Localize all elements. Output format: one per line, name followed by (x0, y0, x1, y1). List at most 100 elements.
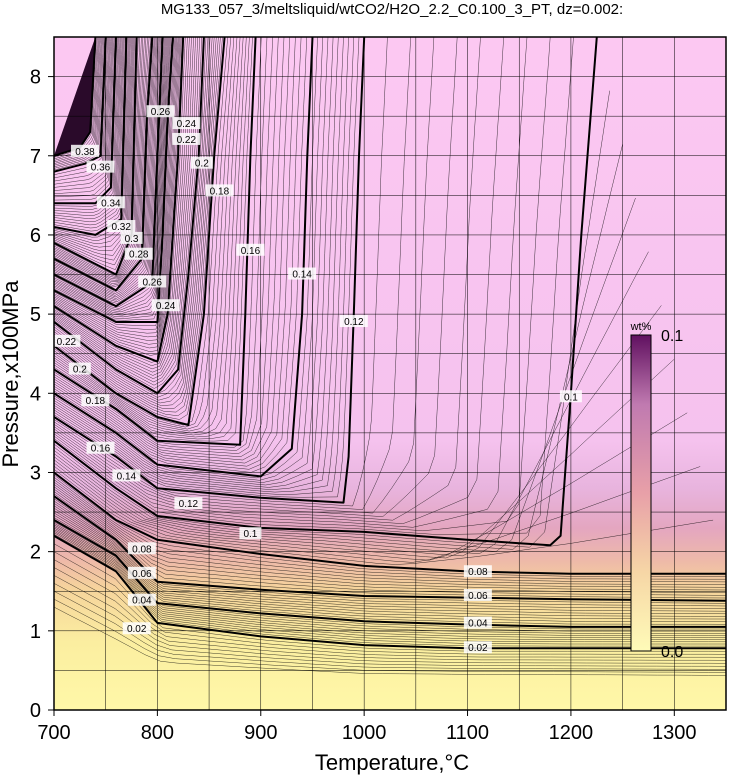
minor-contour-line (54, 37, 223, 420)
minor-contour-line (54, 575, 726, 664)
minor-contour-line (54, 543, 726, 652)
minor-contour-line (54, 37, 160, 301)
minor-contour-line (54, 37, 279, 458)
minor-contour-line (54, 37, 102, 166)
contour-label-bg (68, 362, 91, 375)
minor-contour-line (54, 37, 122, 219)
contour-line-0.16 (54, 37, 257, 446)
contour-label: 0.06 (127, 566, 156, 580)
x-tick-label: 700 (37, 722, 70, 744)
contour-label-bg (107, 220, 136, 233)
contour-line-0.14 (54, 37, 314, 478)
contour-label: 0.1 (239, 527, 262, 540)
contour-label-bg (138, 275, 167, 288)
minor-contour-line (54, 37, 232, 428)
contour-label: 0.26 (138, 275, 167, 288)
contour-label: 0.16 (236, 243, 265, 257)
contour-line-0.06 (54, 495, 726, 602)
contour-label-bg (174, 497, 203, 510)
contour-label-text: 0.24 (177, 119, 197, 130)
contour-line-0.34 (54, 37, 117, 205)
minor-contour-line (54, 37, 167, 313)
x-tick-label: 1200 (549, 722, 594, 744)
contour-label: 0.24 (172, 117, 201, 130)
contour-label-text: 0.26 (142, 277, 162, 288)
contour-label-text: 0.04 (468, 619, 488, 630)
y-tick-label: 7 (30, 146, 41, 168)
contour-label-text: 0.2 (195, 159, 209, 170)
minor-contour-line (54, 37, 355, 495)
x-tick-label: 900 (244, 722, 277, 744)
contour-label: 0.1 (559, 390, 582, 403)
minor-contour-line (54, 37, 188, 366)
contour-label-text: 0.16 (241, 246, 261, 257)
contour-label: 0.04 (463, 616, 492, 630)
minor-contour-line (54, 37, 181, 349)
minor-contour-line (54, 37, 110, 182)
minor-contour-line (54, 37, 145, 281)
contour-label: 0.08 (463, 565, 492, 578)
minor-contour-line (54, 590, 726, 670)
contour-label: 0.32 (107, 220, 136, 233)
contour-line-0.3 (54, 37, 138, 276)
contour-label: 0.24 (151, 299, 180, 312)
minor-contour-line (54, 521, 726, 630)
minor-contour-line (54, 37, 116, 201)
contour-label-text: 0.36 (91, 163, 111, 174)
contour-label-bg (559, 390, 582, 403)
minor-contour-line (54, 37, 150, 286)
minor-contour-line (54, 37, 126, 232)
minor-contour-line (54, 598, 726, 673)
contour-label: 0.02 (122, 622, 151, 635)
minor-contour-line (54, 37, 318, 479)
y-tick-label: 8 (30, 67, 41, 89)
y-tick-label: 5 (30, 304, 41, 326)
minor-contour-line (54, 412, 688, 561)
contour-label-bg (71, 144, 100, 157)
minor-contour-line (54, 37, 241, 434)
contour-line-0.38 (54, 37, 97, 157)
contour-label: 0.2 (190, 156, 213, 170)
contour-label-text: 0.14 (117, 471, 137, 482)
minor-contour-line (54, 37, 142, 279)
minor-contour-line (54, 37, 192, 373)
contour-label-text: 0.02 (127, 624, 147, 635)
minor-contour-line (54, 37, 134, 261)
y-axis-title: Pressure,x100MPa (0, 280, 23, 468)
contour-label-bg (172, 132, 201, 145)
minor-contour-line (54, 533, 726, 647)
minor-contour-line (54, 37, 574, 535)
minor-contour-line (54, 37, 170, 316)
contour-label-text: 0.16 (91, 444, 111, 455)
minor-contour-line (54, 37, 141, 278)
contour-label: 0.04 (127, 593, 156, 607)
y-axis-ticks: 0 1 2 3 4 5 6 7 8 (30, 67, 54, 722)
minor-contour-line (54, 37, 104, 169)
contour-label: 0.08 (127, 542, 156, 555)
contour-label-text: 0.06 (132, 569, 152, 580)
minor-contour-line (54, 491, 726, 596)
minor-contour-line (54, 37, 119, 210)
contour-line-0.36 (54, 37, 107, 173)
minor-contour-line (54, 517, 726, 625)
y-tick-label: 4 (30, 383, 41, 405)
minor-contour-line (54, 37, 334, 486)
minor-contour-line (54, 37, 135, 266)
minor-contour-line (54, 37, 182, 352)
contour-label-text: 0.24 (156, 301, 176, 312)
contour-label-text: 0.14 (292, 270, 312, 281)
x-axis-title: Temperature,°C (315, 750, 469, 775)
minor-contour-line (54, 37, 253, 442)
contour-label-text: 0.34 (101, 198, 121, 209)
minor-contour-line (54, 474, 726, 577)
minor-contour-line (54, 37, 129, 241)
contour-line-0.04 (54, 519, 726, 628)
contour-label-bg (288, 267, 317, 280)
minor-contour-line (54, 37, 112, 188)
minor-contour-line (54, 37, 360, 498)
colorbar: wt% 0.1 0.0 (630, 321, 684, 661)
minor-contour-line (54, 37, 103, 168)
contour-label-bg (127, 593, 156, 606)
contour-label-text: 0.12 (179, 499, 199, 510)
